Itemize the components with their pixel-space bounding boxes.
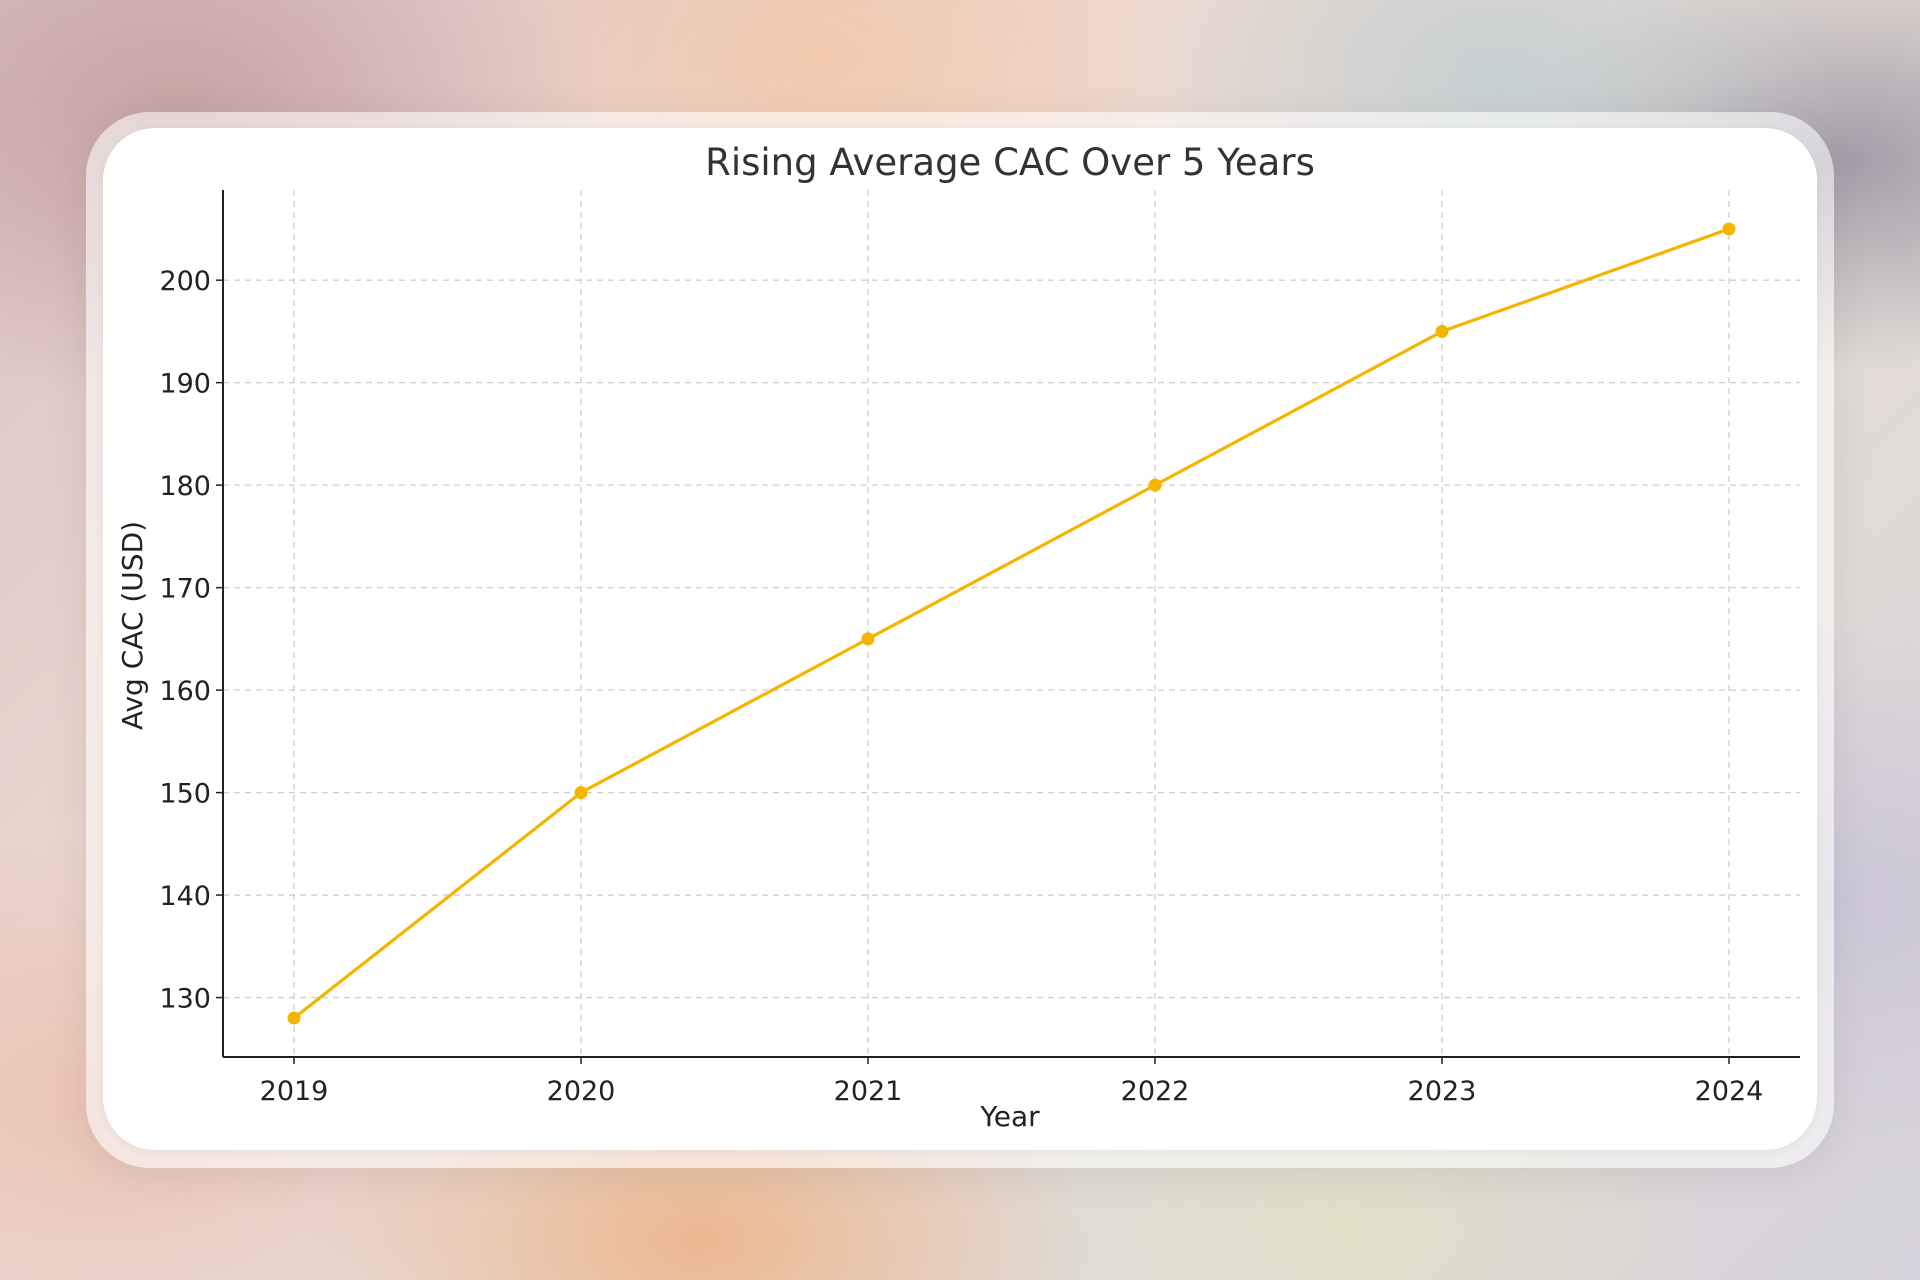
data-point-2020 xyxy=(574,786,588,800)
y-tick-label-190: 190 xyxy=(159,369,211,400)
chart-title: Rising Average CAC Over 5 Years xyxy=(705,141,1315,184)
x-tick-label-2019: 2019 xyxy=(260,1076,329,1107)
x-tick-label-2024: 2024 xyxy=(1695,1076,1764,1107)
data-point-2021 xyxy=(861,632,875,646)
axes xyxy=(216,190,1800,1064)
x-tick-labels: 2019 2020 2021 2022 2023 2024 xyxy=(260,1076,1764,1107)
y-tick-label-140: 140 xyxy=(159,881,211,912)
data-point-2023 xyxy=(1435,324,1449,338)
x-axis-title: Year xyxy=(979,1100,1040,1133)
data-point-2022 xyxy=(1148,478,1162,492)
data-point-2019 xyxy=(287,1011,301,1025)
x-tick-label-2021: 2021 xyxy=(834,1076,903,1107)
y-axis-title: Avg CAC (USD) xyxy=(116,521,149,730)
data-point-2024 xyxy=(1722,222,1736,236)
y-tick-label-180: 180 xyxy=(159,471,211,502)
y-tick-label-160: 160 xyxy=(159,676,211,707)
y-tick-label-170: 170 xyxy=(159,574,211,605)
y-tick-label-150: 150 xyxy=(159,779,211,810)
x-tick-label-2020: 2020 xyxy=(547,1076,616,1107)
y-tick-label-200: 200 xyxy=(159,266,211,297)
y-tick-label-130: 130 xyxy=(159,984,211,1015)
x-tick-label-2023: 2023 xyxy=(1408,1076,1477,1107)
y-tick-labels: 130 140 150 160 170 180 190 200 xyxy=(159,266,211,1014)
grid-lines xyxy=(223,190,1800,1057)
x-tick-label-2022: 2022 xyxy=(1121,1076,1190,1107)
series-line-0 xyxy=(293,227,1730,1020)
series-group xyxy=(287,222,1736,1025)
